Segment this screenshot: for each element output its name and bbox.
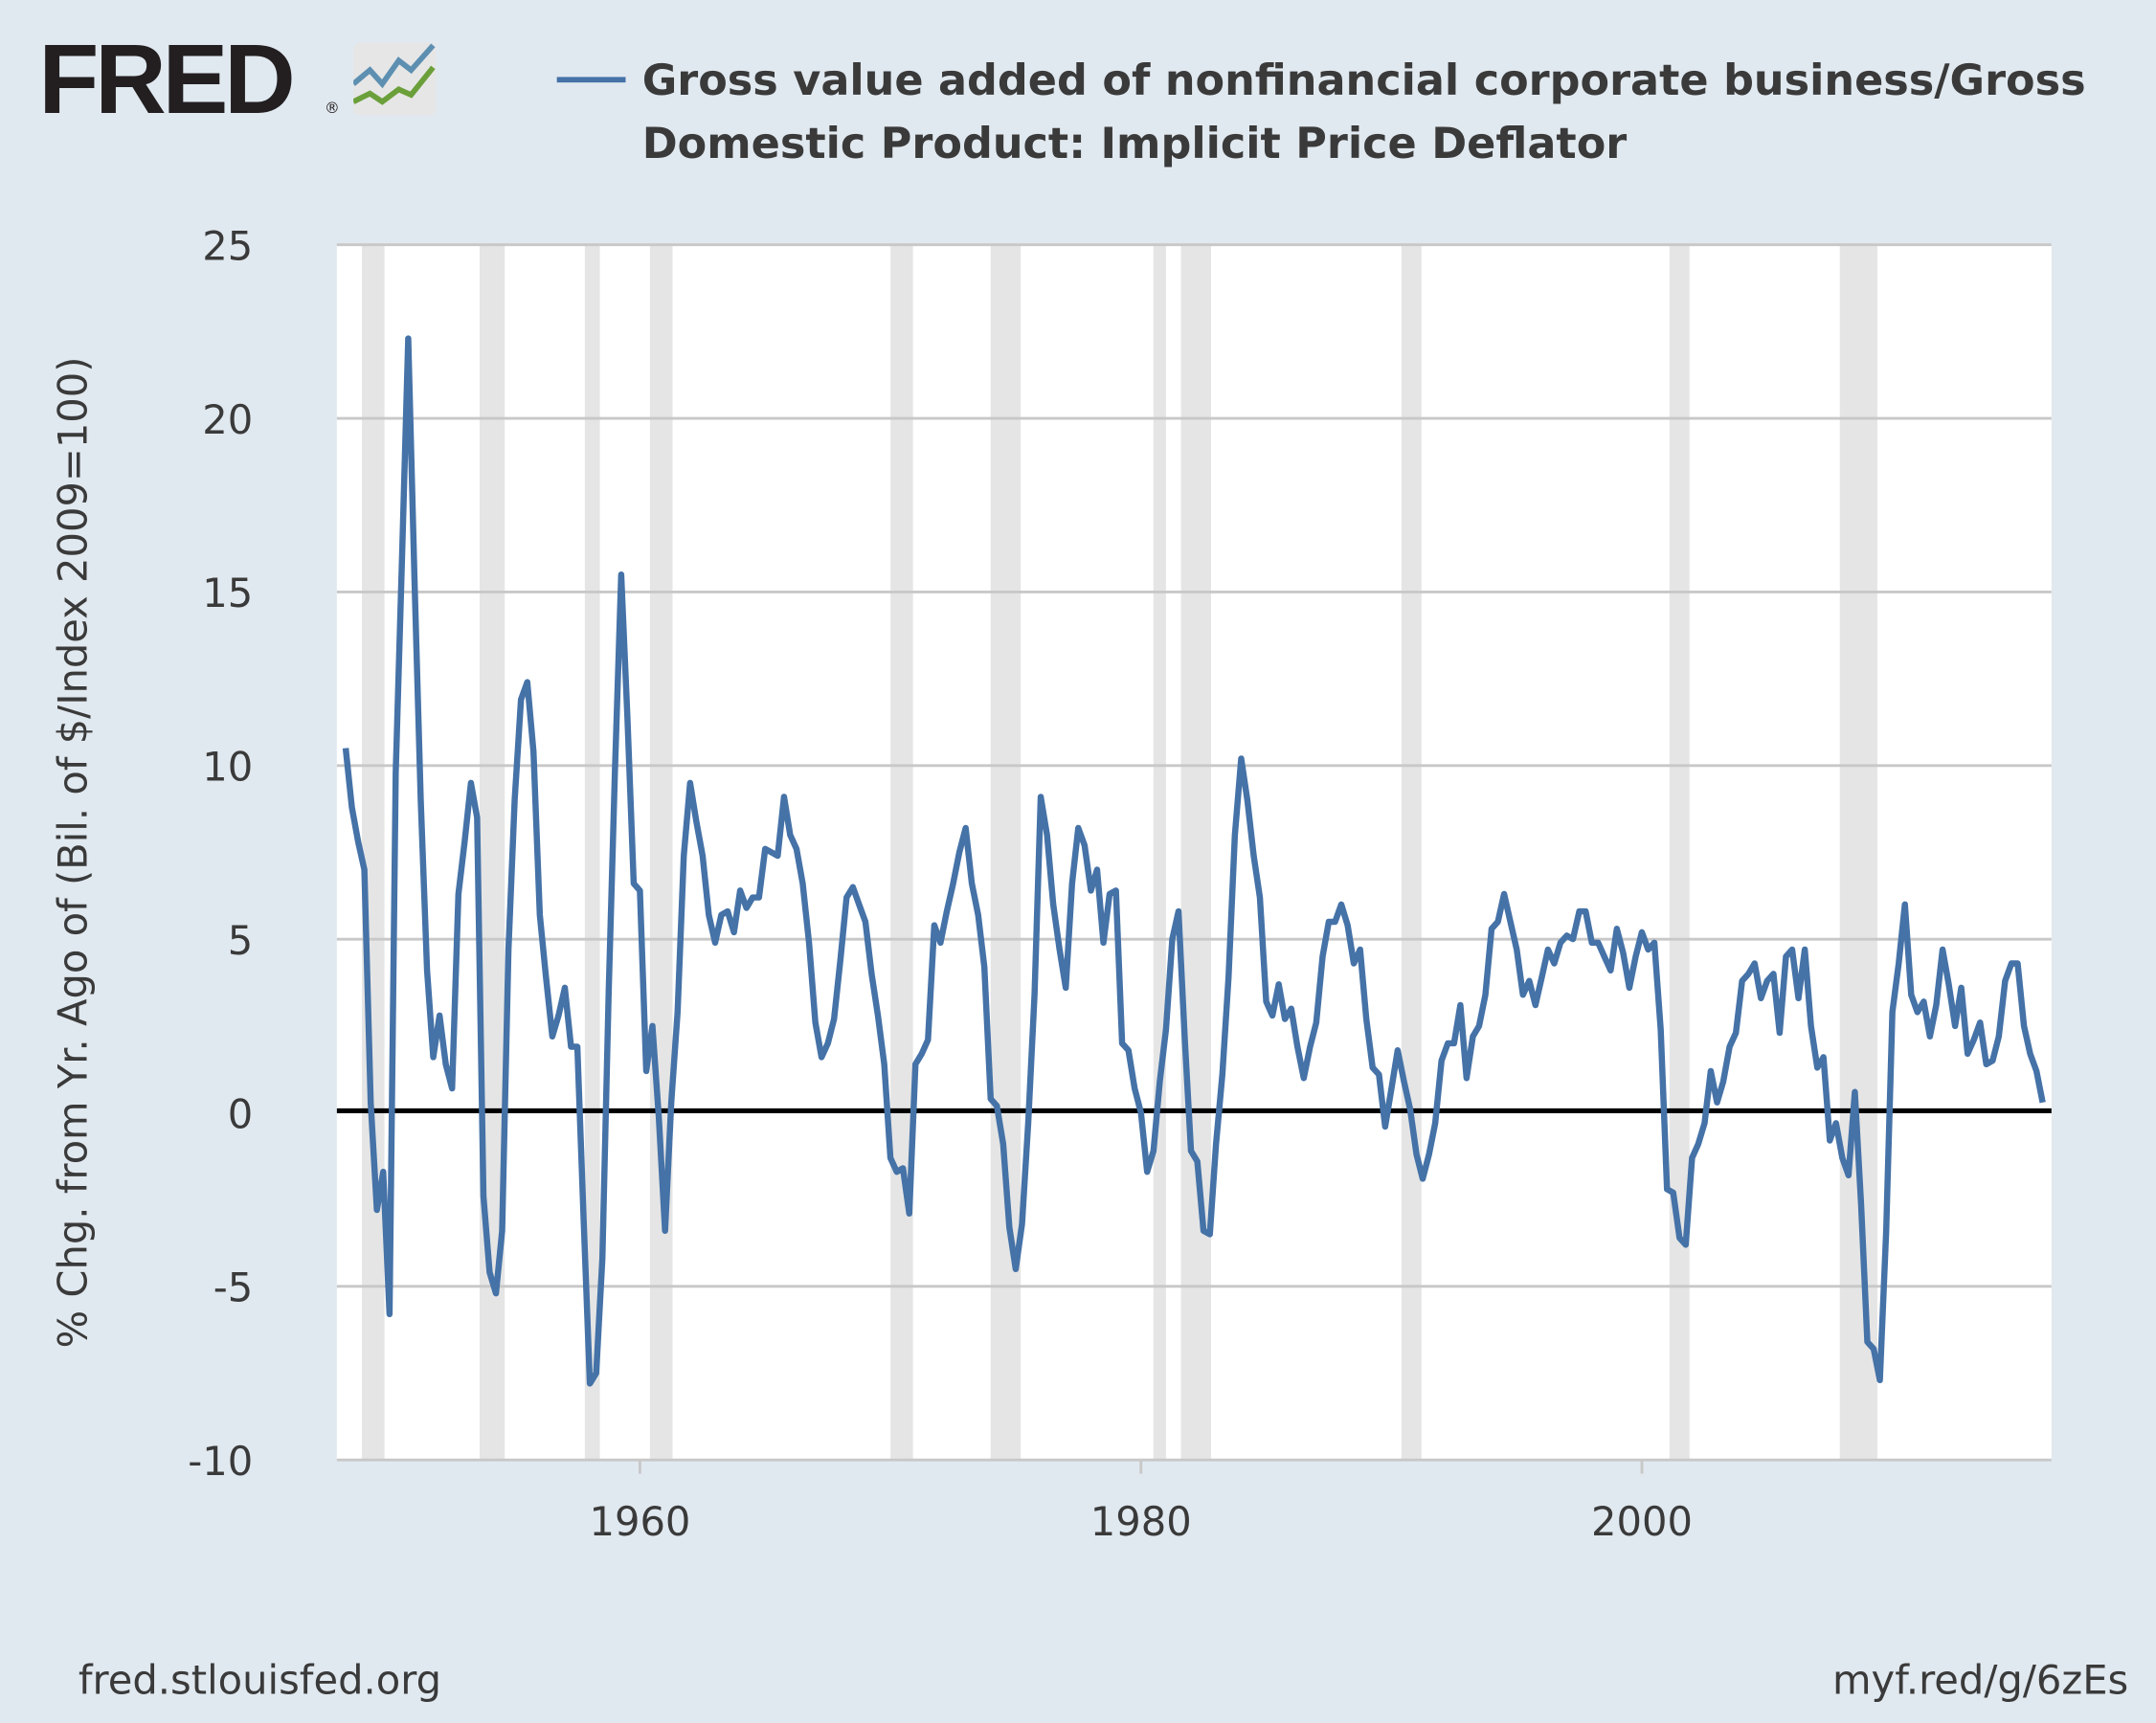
x-axis-ticks: 1960 1980 2000 [589,1460,1693,1545]
recession-band [1180,244,1212,1461]
x-tick-label: 1960 [589,1498,690,1545]
gridlines [336,243,2052,1462]
legend-label: Gross value added of nonfinancial corpor… [642,50,2086,176]
recession-band [649,244,673,1461]
logo-chart-icon [353,42,437,116]
series-line [342,335,2046,1387]
recession-band [1669,244,1690,1461]
recession-bands [362,244,1877,1461]
y-tick-label: 0 [228,1090,253,1137]
legend-line-2: Domestic Product: Implicit Price Deflato… [641,119,1628,169]
recession-band [990,244,1022,1461]
legend-swatch [556,77,626,83]
y-tick-label: 10 [202,744,253,791]
recession-band [584,244,600,1461]
y-axis-ticks: -10 -5 0 5 10 15 20 25 [188,222,253,1485]
x-tick-label: 1980 [1090,1498,1192,1545]
x-tick-label: 2000 [1591,1498,1693,1545]
recession-band [890,244,913,1461]
registered-mark: ® [324,99,340,118]
recession-band [362,244,385,1461]
recession-band [1153,244,1166,1461]
y-tick-label: -10 [188,1438,253,1485]
source-link[interactable]: fred.stlouisfed.org [78,1656,442,1704]
y-axis-label: % Chg. from Yr. Ago of (Bil. of $/Index … [49,356,96,1348]
y-tick-label: 25 [202,222,253,269]
y-tick-label: 20 [202,396,253,443]
y-tick-label: 5 [228,917,253,964]
y-tick-label: 15 [202,570,253,616]
short-link[interactable]: myf.red/g/6zEs [1831,1656,2129,1704]
recession-band [1839,244,1877,1461]
y-tick-label: -5 [213,1264,254,1311]
logo-text: FRED [38,24,296,135]
recession-band [1401,244,1422,1461]
legend-line-1: Gross value added of nonfinancial corpor… [641,56,2086,106]
